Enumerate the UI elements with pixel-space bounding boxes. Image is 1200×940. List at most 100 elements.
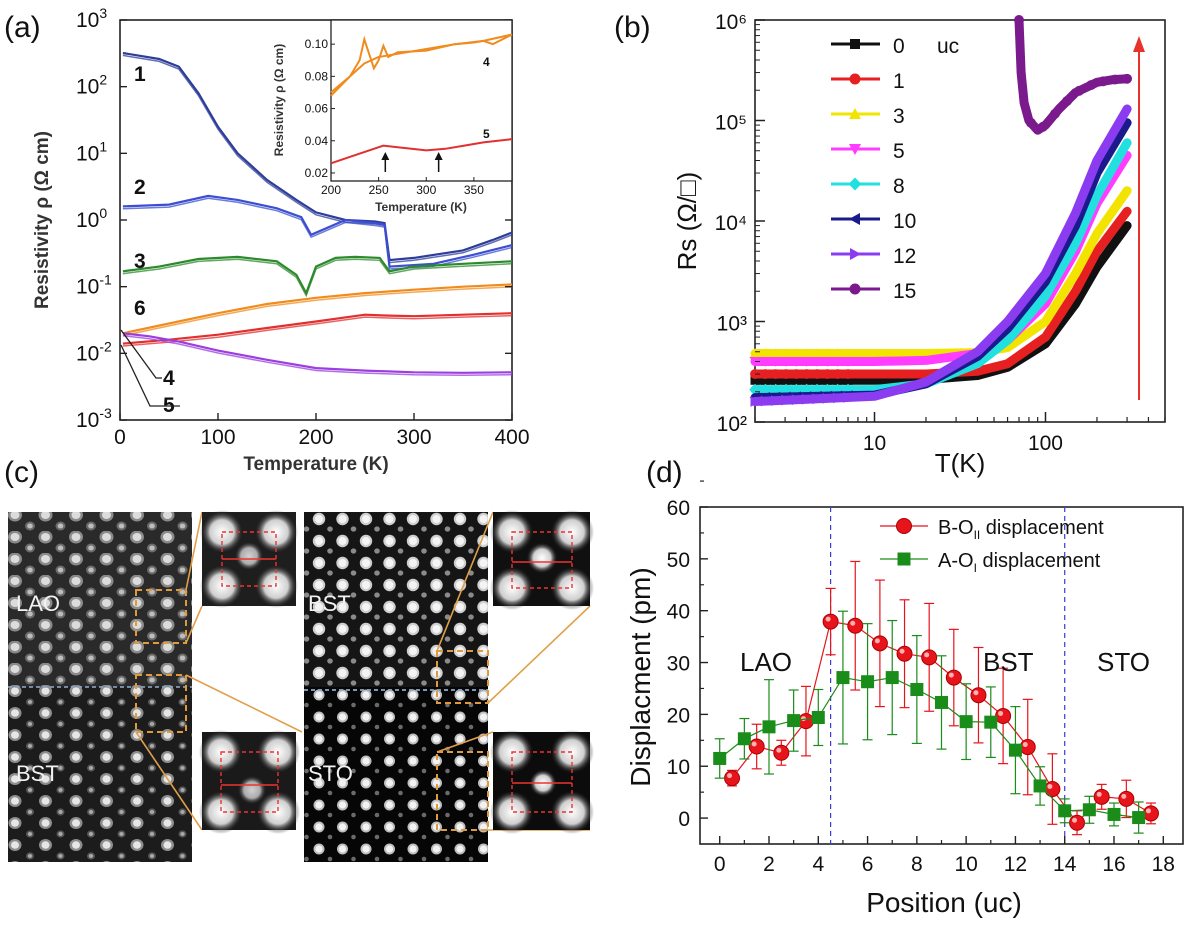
data-point-highlight <box>998 710 1004 716</box>
legend-marker-A-O <box>897 552 911 566</box>
data-point-A-O <box>1008 743 1022 757</box>
series-marker-3 <box>821 348 833 359</box>
zoom-connector <box>135 731 203 831</box>
x-tick-label: 0 <box>714 853 726 876</box>
x-tick-label: 100 <box>200 426 235 449</box>
series-marker-5 <box>832 356 844 367</box>
series-marker-8 <box>769 383 782 396</box>
inset-y-tick-label: 0.04 <box>305 134 329 148</box>
series-line-5 <box>122 312 513 345</box>
inset-series-line-1 <box>330 33 513 94</box>
inset-y-tick-label: 0.08 <box>305 69 329 83</box>
zoom-inset-bst-right <box>490 510 594 610</box>
series-line-3 <box>122 255 513 296</box>
series-marker-1 <box>843 369 853 379</box>
series-marker-3 <box>811 348 823 359</box>
series-line-5-cooling <box>122 314 513 347</box>
zoom-inset-bst-left <box>199 730 300 834</box>
series-line-1 <box>122 51 513 262</box>
series-marker-0 <box>771 375 781 385</box>
inset-curve-label-5: 5 <box>483 127 490 141</box>
y-tick-label: 10 <box>667 756 690 779</box>
legend-marker-15 <box>849 283 861 295</box>
legend-label-B-O: B-OII displacement <box>938 517 1104 542</box>
legend-label-A-O: A-OI displacement <box>938 550 1101 575</box>
panel-label-c: (c) <box>4 456 39 489</box>
y-tick-label: 10-1 <box>76 272 112 299</box>
data-point-highlight <box>1121 793 1127 799</box>
legend-label-15: 15 <box>893 280 916 303</box>
legend-marker-B-O <box>896 518 912 534</box>
x-tick-label: 6 <box>862 853 874 876</box>
series-marker-8 <box>759 383 772 396</box>
selection-box-lao <box>135 589 187 644</box>
series-marker-15 <box>1026 117 1036 128</box>
x-tick-label: 14 <box>1053 853 1077 876</box>
panel-a-inset: 4 5 200 250 300 350 0.02 0.04 0.06 0.08 0.10 Temp… <box>272 19 513 214</box>
data-point-A-O <box>885 671 899 685</box>
data-point-highlight <box>825 616 831 622</box>
y-tick-label: 60 <box>667 497 690 520</box>
zoom-connector <box>436 511 494 652</box>
image-label-bst-left: BST <box>16 761 59 786</box>
data-point-B-O <box>1118 790 1135 807</box>
series-marker-1 <box>760 369 771 379</box>
y-tick-label: 30 <box>667 653 690 676</box>
inset-arrow-head <box>434 152 443 160</box>
data-point-B-O <box>896 645 913 662</box>
inset-arrow-head <box>381 152 390 160</box>
y-tick-label: 102 <box>76 72 107 99</box>
panel-a-chart: 0 100 200 300 400 10-3 10-2 10-1 100 101 102 103 1 2… <box>32 5 530 475</box>
selection-box-bst-right <box>436 650 489 704</box>
series-marker-15 <box>1014 15 1024 25</box>
series-marker-12 <box>802 393 813 405</box>
series-band-3 <box>750 186 1132 358</box>
data-point-B-O <box>921 649 938 666</box>
legend-marker-12 <box>850 248 861 260</box>
inset-series-line-5 <box>330 138 513 165</box>
x-tick-label: 4 <box>812 853 824 876</box>
series-marker-5 <box>801 356 813 367</box>
series-band-1 <box>750 206 1132 379</box>
series-marker-0 <box>812 375 822 385</box>
data-point-B-O <box>822 613 839 630</box>
curve-label-6: 6 <box>134 297 146 320</box>
data-point-B-O <box>945 669 962 686</box>
series-marker-12 <box>812 393 823 405</box>
curve-label-leader-4 <box>120 329 162 379</box>
curve-label-leader-5 <box>120 344 180 407</box>
series-marker-12 <box>760 395 771 407</box>
data-point-A-O <box>762 720 776 734</box>
inset-x-tick-label: 200 <box>321 183 341 197</box>
region-label-lao: LAO <box>740 647 792 677</box>
inset-y-tick-label: 0.02 <box>305 166 329 180</box>
series-marker-12 <box>771 395 782 406</box>
series-line-2 <box>122 194 513 268</box>
selection-box-sto <box>436 751 489 831</box>
curve-label-2: 2 <box>134 176 146 199</box>
series-marker-5 <box>811 356 823 367</box>
x-tick-label: 200 <box>298 426 333 449</box>
series-line-3-cooling <box>122 258 513 298</box>
inset-curve-label-4: 4 <box>483 55 490 69</box>
series-marker-0 <box>833 375 843 385</box>
series-marker-0 <box>822 375 832 385</box>
legend-label-1: 1 <box>893 70 905 93</box>
x-tick-label: 18 <box>1152 853 1175 876</box>
increase-arrow-head <box>1133 36 1145 52</box>
data-point-B-O <box>1142 805 1159 822</box>
data-point-A-O <box>1033 779 1047 793</box>
data-point-A-O <box>811 710 825 724</box>
series-marker-5 <box>790 356 802 367</box>
legend-marker-5 <box>849 144 861 155</box>
series-marker-8 <box>749 383 761 396</box>
curve-label-4: 4 <box>163 367 175 390</box>
selection-box-bst-left <box>135 674 187 733</box>
series-marker-3 <box>790 348 802 359</box>
series-line-1-cooling <box>122 54 513 264</box>
legend-marker-0 <box>850 39 860 49</box>
series-marker-3 <box>770 348 782 359</box>
series-marker-3 <box>842 348 854 359</box>
panel-b-xlabel: T(K) <box>935 448 986 478</box>
